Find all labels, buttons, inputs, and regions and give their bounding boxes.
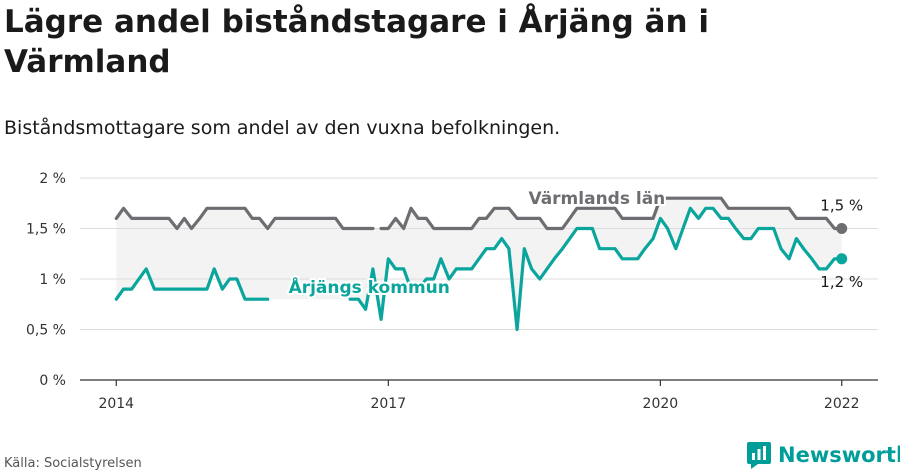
y-tick-label: 1 % — [39, 272, 66, 288]
x-tick-label: 2014 — [98, 396, 134, 412]
x-tick-label: 2017 — [370, 396, 406, 412]
chart-labels: 1,5 % 1,2 % Värmlands län Årjängs kommun — [287, 187, 864, 300]
series-line-varmland — [114, 206, 375, 231]
line-chart: 0 % 0,5 % 1 % 1,5 % 2 % 2014 2017 2020 2022 1,5 … — [26, 171, 878, 412]
series-name-label: Årjängs kommun — [289, 275, 450, 298]
series-line-arjang — [114, 267, 270, 301]
series-end-label: 1,2 % — [820, 273, 863, 291]
x-tick-label: 2020 — [643, 396, 679, 412]
series-name-label: Värmlands län — [528, 189, 665, 209]
x-tick-label: 2022 — [824, 396, 860, 412]
y-tick-label: 0 % — [39, 373, 66, 389]
y-tick-label: 0,5 % — [26, 323, 66, 339]
series-end-point — [836, 223, 848, 234]
series-line-arjang — [348, 206, 844, 332]
y-tick-label: 1,5 % — [26, 222, 66, 238]
newsworthy-logo-icon — [747, 442, 771, 469]
range-band-layer — [116, 198, 842, 330]
range-band — [116, 198, 842, 330]
source-note: Källa: Socialstyrelsen — [4, 456, 142, 471]
brand-name: Newsworthy — [778, 443, 900, 467]
series-lines — [114, 196, 848, 332]
gridlines: 0 % 0,5 % 1 % 1,5 % 2 % 2014 2017 2020 2022 — [26, 171, 878, 412]
series-end-label: 1,5 % — [820, 197, 863, 215]
chart-subtitle: Biståndsmottagare som andel av den vuxna… — [4, 117, 561, 139]
chart-title: Lägre andel biståndstagare i Årjäng än i… — [4, 4, 709, 80]
series-line-varmland — [379, 196, 844, 231]
y-tick-label: 2 % — [39, 171, 66, 187]
newsworthy-logo[interactable]: Newsworthy — [746, 440, 900, 470]
series-end-point — [836, 253, 848, 265]
